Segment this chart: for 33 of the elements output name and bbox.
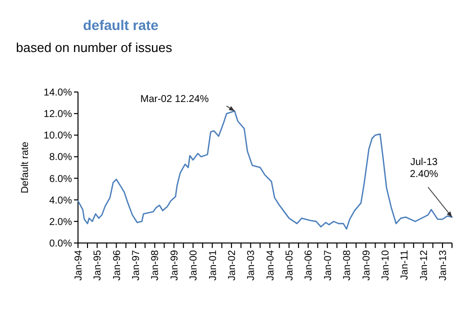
x-tick-label: Jan-00 [188, 250, 200, 281]
y-axis-title: Default rate [20, 141, 31, 194]
annotation: Jul-13 2.40% [410, 157, 438, 180]
x-tick-label: Jan-01 [208, 250, 219, 281]
x-tick-label: Jan-12 [418, 250, 430, 281]
x-tick-label: Jan-94 [74, 250, 84, 281]
x-tick-label: Jan-08 [342, 250, 354, 281]
annotation: Mar-02 12.24% [140, 94, 209, 105]
y-tick-label: 2.0% [49, 216, 72, 228]
x-tick-label: Jan-98 [150, 250, 162, 281]
x-tick-label: Jan-06 [304, 250, 315, 281]
x-tick-label: Jan-09 [361, 250, 372, 281]
x-tick-label: Jan-99 [169, 250, 180, 281]
x-tick-label: Jan-05 [284, 250, 296, 281]
x-tick-label: Jan-96 [112, 250, 123, 281]
y-tick-label: 10.0% [44, 130, 72, 142]
y-tick-label: 4.0% [49, 195, 72, 206]
x-tick-label: Jan-13 [438, 250, 449, 281]
x-tick-label: Jan-97 [131, 250, 142, 281]
chart-title: default rate [83, 17, 159, 33]
x-tick-label: Jan-10 [380, 250, 392, 281]
x-tick-label: Jan-03 [246, 250, 258, 281]
y-tick-label: 0.0% [49, 238, 72, 250]
x-tick-label: Jan-07 [322, 250, 334, 281]
y-tick-label: 8.0% [49, 152, 72, 164]
x-tick-label: Jan-02 [226, 250, 238, 281]
y-tick-label: 14.0% [44, 88, 72, 98]
x-tick-label: Jan-11 [400, 250, 411, 280]
y-tick-label: 12.0% [44, 109, 72, 120]
x-tick-label: Jan-95 [92, 250, 104, 281]
x-tick-label: Jan-04 [265, 250, 276, 281]
y-tick-label: 6.0% [49, 174, 72, 185]
chart-subtitle: based on number of issues [16, 40, 173, 55]
